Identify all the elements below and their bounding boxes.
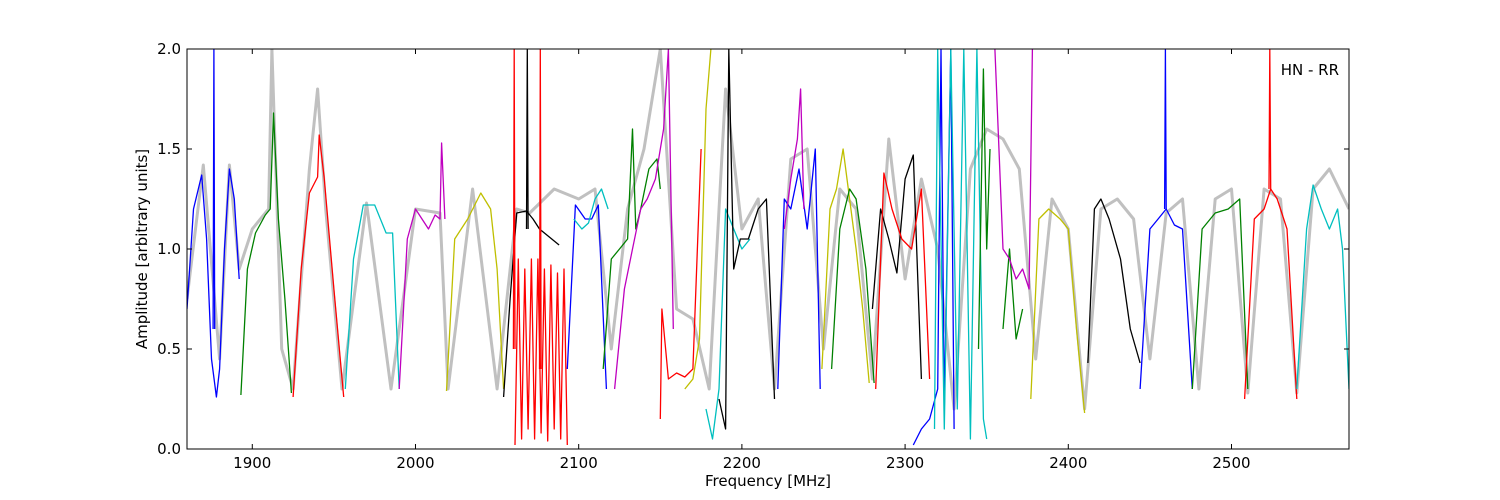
series-line-1-blue: [187, 168, 240, 398]
series-line-19-cyan: [705, 208, 751, 440]
series-line-33-black: [1087, 198, 1141, 364]
series-line-14-cyan: [573, 188, 609, 230]
series-line-3-green: [240, 112, 293, 396]
series-line-24-green: [830, 188, 875, 384]
x-tick-label-2400: 2400: [1049, 454, 1087, 472]
series-line-30-green: [1002, 248, 1024, 340]
series-line-25-black: [871, 154, 923, 380]
series-line-6-magenta: [398, 142, 446, 390]
series-line-15-green: [602, 128, 661, 370]
series-line-22-magenta: [783, 88, 805, 230]
x-axis-title: Frequency [MHz]: [705, 472, 831, 490]
series-line-16-magenta: [613, 49, 674, 390]
series-line-7-yellow: [445, 192, 505, 392]
y-axis-title: Amplitude [arbitrary units]: [133, 149, 151, 349]
series-line-11-red: [512, 49, 516, 350]
series-line-5-cyan: [344, 204, 400, 390]
series-line-26-red: [875, 172, 931, 390]
series-line-35-blue: [1163, 49, 1167, 210]
series-line-31-magenta: [994, 49, 1034, 290]
series-line-10-red: [514, 258, 568, 446]
data-layer: [187, 49, 1349, 446]
x-tick-label-2500: 2500: [1212, 454, 1250, 472]
series-line-36-green: [1191, 198, 1249, 390]
y-tick-label-1.5: 1.5: [157, 140, 181, 158]
series-line-13-blue: [566, 204, 608, 390]
series-line-18-yellow: [684, 49, 712, 390]
series-line-9-black: [525, 49, 529, 230]
x-tick-label-1900: 1900: [233, 454, 271, 472]
x-tick-label-2100: 2100: [560, 454, 598, 472]
series-line-4-red: [292, 134, 345, 398]
series-line-12-red: [538, 49, 542, 370]
series-line-21-blue: [777, 148, 821, 390]
annotation-label: HN - RR: [1281, 61, 1339, 79]
y-tick-label-1.0: 1.0: [157, 240, 181, 258]
series-line-2-blue: [212, 49, 216, 330]
reference-curve: [187, 49, 1349, 411]
series-line-23-yellow: [821, 148, 870, 384]
series-line-38-red: [1268, 49, 1272, 190]
series-line-20-black: [718, 49, 776, 430]
series-line-17-red: [659, 148, 702, 420]
y-tick-label-0.5: 0.5: [157, 340, 181, 358]
series-line-32-yellow: [1030, 208, 1086, 414]
y-tick-label-2.0: 2.0: [157, 40, 181, 58]
series-line-39-cyan: [1296, 184, 1349, 390]
series-line-8-black: [502, 210, 560, 398]
x-tick-label-2200: 2200: [723, 454, 761, 472]
x-tick-label-2300: 2300: [886, 454, 924, 472]
series-line-29-green: [977, 68, 991, 350]
x-tick-label-2000: 2000: [396, 454, 434, 472]
axes-layer: 1900 2000 2100 2200 2300 2400 2500 0.0 0.5 1.0 1.5…: [157, 40, 1349, 472]
y-tick-label-0.0: 0.0: [157, 440, 181, 458]
